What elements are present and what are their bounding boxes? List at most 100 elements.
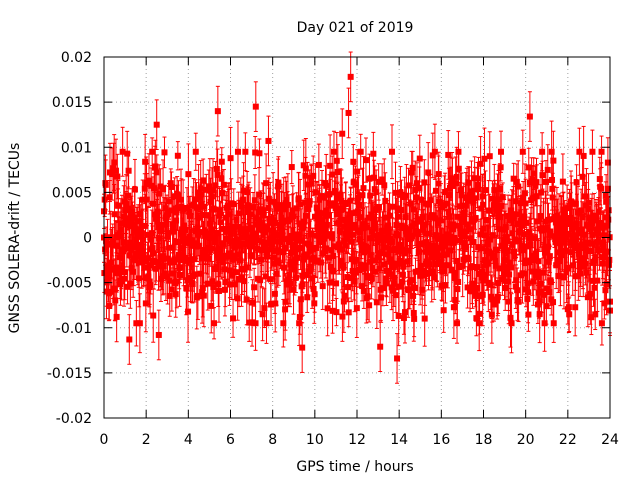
data-point xyxy=(178,245,185,252)
data-point xyxy=(283,197,290,204)
data-point xyxy=(493,246,500,253)
data-point xyxy=(257,277,264,284)
data-point xyxy=(127,280,134,287)
data-point xyxy=(144,231,151,238)
data-point xyxy=(243,264,250,271)
data-point xyxy=(368,211,375,218)
data-point xyxy=(521,231,528,238)
data-point xyxy=(369,215,376,222)
data-point xyxy=(168,207,175,214)
data-point xyxy=(166,198,173,205)
data-point xyxy=(272,219,279,226)
data-point xyxy=(339,206,346,213)
data-point xyxy=(226,211,233,218)
data-point xyxy=(525,289,532,296)
data-point xyxy=(520,270,527,277)
data-point xyxy=(268,301,275,308)
data-point xyxy=(200,292,207,299)
data-point xyxy=(210,187,217,194)
data-point xyxy=(295,195,302,202)
data-point xyxy=(234,237,241,244)
data-point xyxy=(480,225,487,232)
data-point xyxy=(288,164,295,171)
data-point xyxy=(512,198,519,205)
data-point xyxy=(211,235,218,242)
data-point xyxy=(330,148,337,155)
data-point xyxy=(328,234,335,241)
data-point xyxy=(480,201,487,208)
data-point xyxy=(432,215,439,222)
data-point xyxy=(465,256,472,263)
data-point xyxy=(513,211,520,218)
data-point xyxy=(378,294,385,301)
data-point xyxy=(172,291,179,298)
data-point xyxy=(243,296,250,303)
data-point xyxy=(149,200,156,207)
data-point xyxy=(285,216,292,223)
data-point xyxy=(119,148,126,155)
data-point xyxy=(305,268,312,275)
data-point xyxy=(359,192,366,199)
data-point xyxy=(332,188,339,195)
data-point xyxy=(476,310,483,317)
data-point xyxy=(130,222,137,229)
data-point xyxy=(416,155,423,162)
data-point xyxy=(349,267,356,274)
data-point xyxy=(216,207,223,214)
data-point xyxy=(510,175,517,182)
data-point xyxy=(215,287,222,294)
data-point xyxy=(204,280,211,287)
data-point xyxy=(342,242,349,249)
data-point xyxy=(379,176,386,183)
data-point xyxy=(225,203,232,210)
data-point xyxy=(178,203,185,210)
data-point xyxy=(479,193,486,200)
data-point xyxy=(464,284,471,291)
data-point xyxy=(247,252,254,259)
data-point xyxy=(148,230,155,237)
data-point xyxy=(123,245,130,252)
data-point xyxy=(487,281,494,288)
data-point xyxy=(250,204,257,211)
data-point xyxy=(492,262,499,269)
data-point xyxy=(383,267,390,274)
data-point xyxy=(174,204,181,211)
data-point xyxy=(447,247,454,254)
data-point xyxy=(367,192,374,199)
data-point xyxy=(333,157,340,164)
data-point xyxy=(185,171,192,178)
data-point xyxy=(336,227,343,234)
data-point xyxy=(338,257,345,264)
data-point xyxy=(502,257,509,264)
data-point xyxy=(452,296,459,303)
data-point xyxy=(345,309,352,316)
data-point xyxy=(403,192,410,199)
data-point xyxy=(207,198,214,205)
data-point xyxy=(326,191,333,198)
data-point xyxy=(387,258,394,265)
data-point xyxy=(520,194,527,201)
data-point xyxy=(522,200,529,207)
data-point xyxy=(199,285,206,292)
data-point xyxy=(421,179,428,186)
data-point xyxy=(310,254,317,261)
data-point xyxy=(401,309,408,316)
data-point xyxy=(355,267,362,274)
data-point xyxy=(361,220,368,227)
data-point xyxy=(279,249,286,256)
data-point xyxy=(188,237,195,244)
data-point xyxy=(276,248,283,255)
data-point xyxy=(512,236,519,243)
data-point xyxy=(472,289,479,296)
data-point xyxy=(102,181,109,188)
data-point xyxy=(229,252,236,259)
data-point xyxy=(206,255,213,262)
data-point xyxy=(317,234,324,241)
data-point xyxy=(152,265,159,272)
data-point xyxy=(456,237,463,244)
data-point xyxy=(469,284,476,291)
data-point xyxy=(139,196,146,203)
data-point xyxy=(190,201,197,208)
data-point xyxy=(467,235,474,242)
